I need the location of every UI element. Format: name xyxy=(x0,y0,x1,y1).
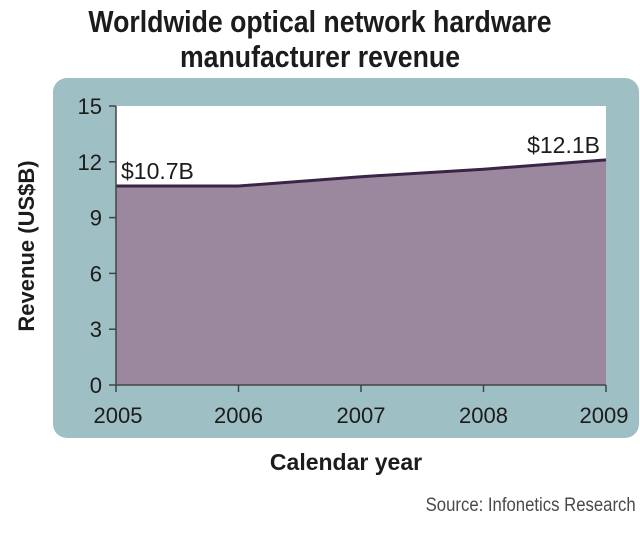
y-tick-label: 9 xyxy=(90,206,102,231)
y-tick-label: 3 xyxy=(90,317,102,342)
value-annotation: $12.1B xyxy=(527,132,600,158)
y-axis-label: Revenue (US$B) xyxy=(14,160,39,331)
y-tick-label: 15 xyxy=(78,94,102,119)
source-note: Source: Infonetics Research xyxy=(425,495,636,516)
x-tick-label: 2005 xyxy=(94,403,143,428)
x-axis-label: Calendar year xyxy=(270,449,422,475)
x-tick-label: 2007 xyxy=(337,403,386,428)
x-axis-ticks: 2005 2006 2007 2008 2009 xyxy=(94,385,629,428)
y-axis-ticks: 0 3 6 9 12 15 xyxy=(78,94,116,398)
y-tick-label: 6 xyxy=(90,261,102,286)
chart-title: Worldwide optical network hardware manuf… xyxy=(88,4,552,74)
x-tick-label: 2006 xyxy=(214,403,263,428)
x-tick-label: 2009 xyxy=(580,403,629,428)
value-annotation: $10.7B xyxy=(121,158,194,184)
revenue-line xyxy=(116,158,607,188)
revenue-area xyxy=(116,159,606,385)
y-tick-label: 0 xyxy=(90,373,102,398)
y-tick-label: 12 xyxy=(78,150,102,175)
data-annotations: $10.7B $12.1B xyxy=(121,132,600,184)
x-tick-label: 2008 xyxy=(459,403,508,428)
